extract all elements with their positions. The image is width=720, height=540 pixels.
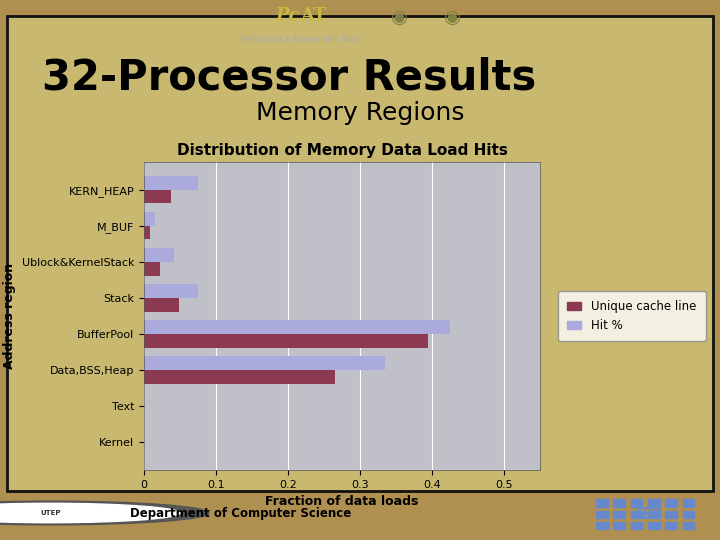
Bar	[631, 522, 642, 530]
Bar	[144, 298, 179, 312]
Bar	[596, 522, 608, 530]
Bar	[144, 212, 155, 226]
Bar	[683, 522, 694, 530]
Bar	[144, 320, 450, 334]
Bar	[683, 511, 694, 518]
Text: ◉: ◉	[444, 8, 462, 26]
Bar	[665, 499, 677, 507]
Bar	[7, 16, 713, 491]
Text: Memory Regions: Memory Regions	[256, 102, 464, 125]
Bar	[648, 511, 660, 518]
Bar	[665, 511, 677, 518]
Bar	[665, 522, 677, 530]
Bar	[596, 499, 608, 507]
Text: 32-Processor Results: 32-Processor Results	[42, 56, 536, 98]
Text: Pc: Pc	[276, 6, 300, 24]
Circle shape	[0, 501, 209, 525]
Bar	[144, 334, 428, 348]
Text: PerformanCe Assessment Team: PerformanCe Assessment Team	[240, 35, 361, 44]
Bar	[144, 284, 198, 298]
Legend: Unique cache line, Hit %: Unique cache line, Hit %	[558, 291, 706, 341]
Text: UTEP: UTEP	[40, 510, 60, 516]
Bar	[683, 499, 694, 507]
Bar	[631, 499, 642, 507]
Text: Department of Computer Science: Department of Computer Science	[130, 507, 351, 519]
Title: Distribution of Memory Data Load Hits: Distribution of Memory Data Load Hits	[176, 143, 508, 158]
Bar	[144, 248, 174, 262]
Bar	[596, 511, 608, 518]
Bar	[613, 499, 625, 507]
Text: ◉: ◉	[391, 8, 408, 26]
Bar	[631, 511, 642, 518]
Y-axis label: Address region: Address region	[3, 263, 17, 369]
Bar	[613, 522, 625, 530]
Bar	[648, 499, 660, 507]
Bar	[648, 522, 660, 530]
Bar	[613, 511, 625, 518]
X-axis label: Fraction of data loads: Fraction of data loads	[265, 495, 419, 508]
Bar	[144, 370, 335, 384]
Bar	[144, 176, 198, 190]
Bar	[144, 262, 160, 275]
Bar	[144, 356, 385, 370]
Text: IBM: IBM	[634, 507, 662, 522]
Text: AT: AT	[300, 6, 327, 24]
Bar	[144, 190, 171, 204]
Circle shape	[0, 503, 180, 523]
Bar	[144, 226, 150, 239]
